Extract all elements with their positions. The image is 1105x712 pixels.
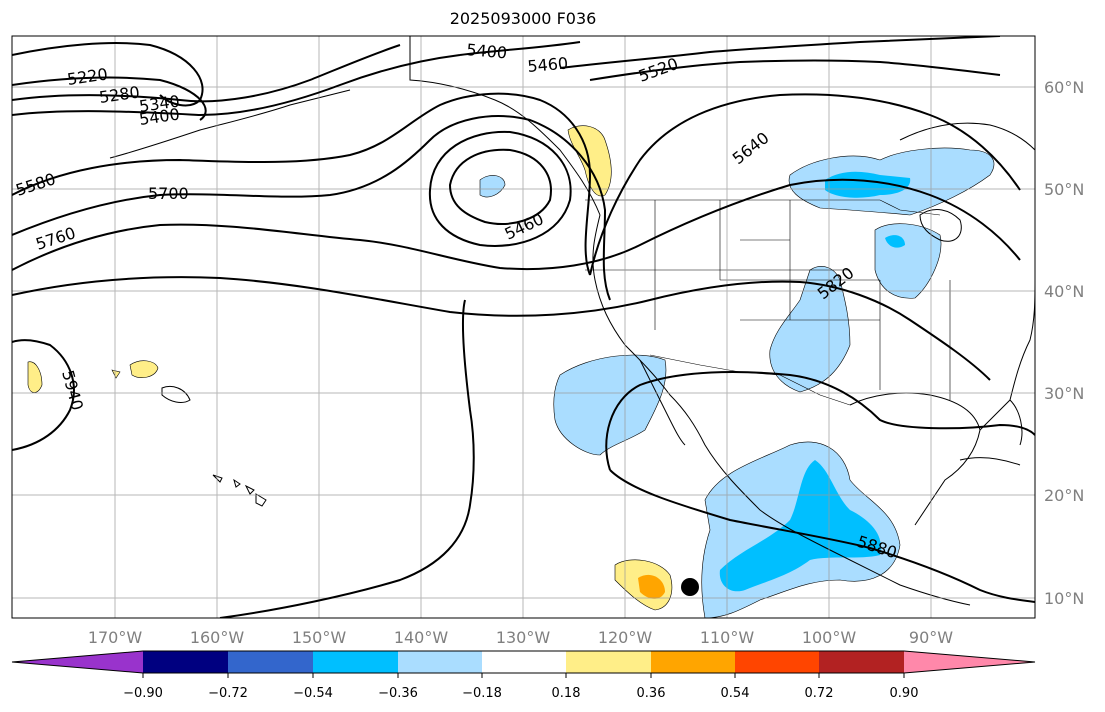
lon-tick-label: 170°W <box>88 628 143 647</box>
shade-pos-mid-pacific <box>129 360 159 378</box>
great-lakes <box>919 209 962 242</box>
baja <box>639 359 686 446</box>
colorbar: −0.90 −0.72 −0.54 −0.36 −0.18 0.18 0.36 … <box>11 650 1036 701</box>
colorbar-segment <box>819 651 904 673</box>
colorbar-tick-label: 0.36 <box>637 686 666 701</box>
colorbar-tick-label: 0.54 <box>721 686 750 701</box>
shade-neg-canada-core <box>825 171 911 198</box>
cuba <box>959 457 1021 466</box>
east-coast <box>1009 279 1035 401</box>
contour-5760 <box>12 178 1021 271</box>
colorbar-segment <box>482 651 566 673</box>
colorbar-tick-label: −0.72 <box>208 686 248 701</box>
hudson-bay <box>899 122 1035 151</box>
contour-label: 5580 <box>13 169 58 200</box>
colorbar-segment <box>398 651 482 673</box>
contour-5640 <box>589 93 1021 276</box>
contour-label: 5460 <box>527 54 569 76</box>
colorbar-tick-label: 0.18 <box>552 686 581 701</box>
contour-5520 <box>589 59 1001 81</box>
lon-tick-label: 110°W <box>700 628 755 647</box>
florida <box>979 399 1023 446</box>
contour-5580 <box>12 92 592 276</box>
contour-5400b <box>459 41 581 56</box>
lat-tick-label: 50°N <box>1044 180 1084 199</box>
contour-label: 5460 <box>502 209 547 243</box>
colorbar-tick-label: −0.18 <box>462 686 502 701</box>
colorbar-extend-high <box>904 651 1035 673</box>
lat-tick-label: 40°N <box>1044 282 1084 301</box>
height-contours <box>12 36 1035 618</box>
colorbar-extend-low <box>12 651 143 673</box>
storm-center-marker <box>681 578 699 596</box>
contour-5400a <box>12 54 461 117</box>
lon-tick-label: 120°W <box>598 628 653 647</box>
lon-tick-label: 140°W <box>394 628 449 647</box>
shade-neg-greatlakes-core <box>885 235 905 248</box>
lon-tick-label: 90°W <box>909 628 953 647</box>
lon-tick-label: 130°W <box>496 628 551 647</box>
contour-5700 <box>12 115 611 301</box>
state-lines <box>585 200 951 400</box>
contour-5940 <box>12 339 75 451</box>
shade-neg-pacific-west <box>553 354 667 456</box>
contour-inner-low <box>428 130 572 247</box>
us-canada-border <box>585 199 941 216</box>
shaded-fields <box>27 125 995 618</box>
lat-tick-label: 20°N <box>1044 486 1084 505</box>
contour-5460 <box>559 36 1001 69</box>
contour-label: 5700 <box>148 184 189 203</box>
colorbar-segment <box>143 651 228 673</box>
contour-label: 5640 <box>729 128 773 168</box>
map-title: 2025093000 F036 <box>449 9 597 28</box>
shade-pos-small <box>111 369 121 379</box>
shade-neg-alaska-low <box>479 175 506 198</box>
shade-neg-plains <box>769 266 851 393</box>
longitude-labels: 170°W 160°W 150°W 140°W 130°W 120°W 110°… <box>88 628 953 647</box>
colorbar-tick-label: 0.72 <box>805 686 834 701</box>
colorbar-segment <box>313 651 398 673</box>
shade-neg-mexico-core <box>719 460 881 592</box>
hawaii-islands <box>161 386 267 507</box>
colorbar-segment <box>651 651 735 673</box>
coastlines <box>109 36 1035 606</box>
colorbar-segment <box>735 651 819 673</box>
contour-5340 <box>12 44 401 103</box>
na-west-coast <box>592 214 971 606</box>
shade-pos-west-pacific <box>27 361 43 393</box>
contour-label: 5280 <box>98 82 141 106</box>
colorbar-segment <box>228 651 313 673</box>
contour-label: 5220 <box>66 64 109 88</box>
contour-5820 <box>12 276 991 381</box>
lat-tick-label: 10°N <box>1044 589 1084 608</box>
colorbar-segment <box>566 651 651 673</box>
lat-tick-label: 60°N <box>1044 78 1084 97</box>
colorbar-tick-label: −0.54 <box>293 686 333 701</box>
contour-5940-south <box>219 299 475 618</box>
contour-5220 <box>12 42 204 107</box>
borders <box>585 199 951 406</box>
contour-5880 <box>605 371 1035 471</box>
aleutians <box>109 89 351 159</box>
latitude-labels: 60°N 50°N 40°N 30°N 20°N 10°N <box>1044 78 1084 608</box>
contour-5280 <box>12 76 207 121</box>
grid <box>12 36 1035 618</box>
lat-tick-label: 30°N <box>1044 384 1084 403</box>
map-frame <box>11 35 1036 619</box>
colorbar-ticks <box>142 673 905 678</box>
lon-tick-label: 160°W <box>190 628 245 647</box>
contour-label: 5400 <box>466 40 508 62</box>
colorbar-tick-label: 0.90 <box>890 686 919 701</box>
colorbar-tick-label: −0.36 <box>378 686 418 701</box>
contour-label: 5940 <box>58 368 87 412</box>
colorbar-tick-label: −0.90 <box>123 686 163 701</box>
contour-5460-low <box>448 148 552 225</box>
lon-tick-label: 150°W <box>292 628 347 647</box>
contour-5880b <box>609 469 1035 603</box>
lon-tick-label: 100°W <box>802 628 857 647</box>
shade-pos-tropical-core <box>638 574 665 599</box>
